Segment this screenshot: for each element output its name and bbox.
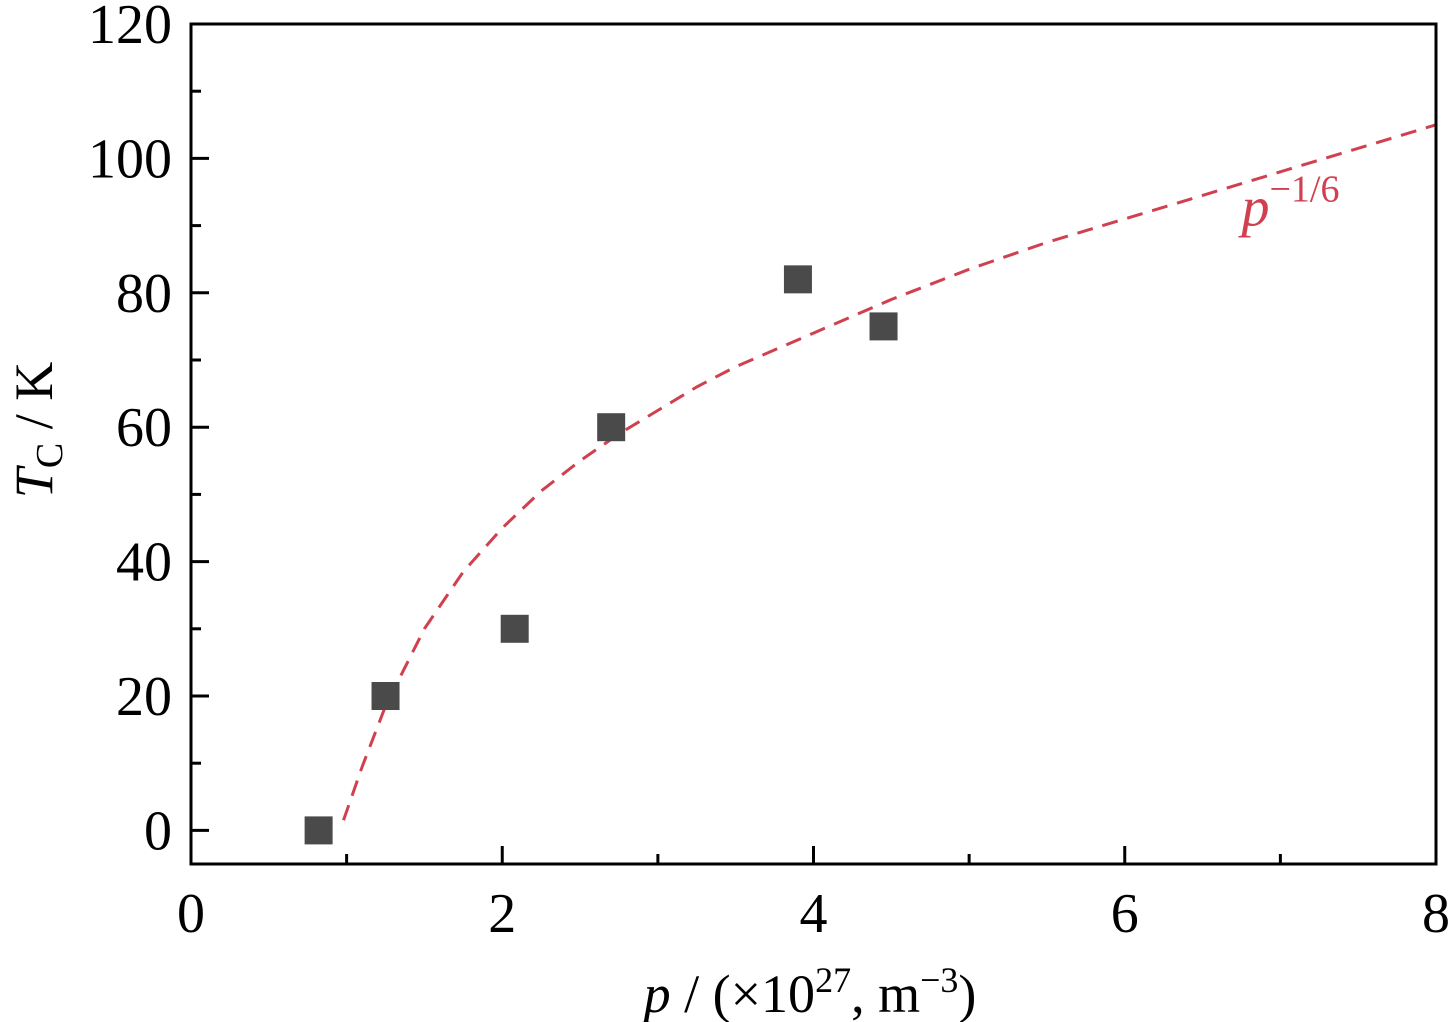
y-tick-label: 80 xyxy=(116,263,172,325)
y-axis-var: T xyxy=(4,464,64,498)
x-axis-post: ) xyxy=(958,964,976,1022)
data-points xyxy=(304,265,898,845)
fit-curve xyxy=(342,123,1437,821)
y-axis-sub: C xyxy=(29,443,71,468)
x-axis-mid: , m xyxy=(851,964,920,1022)
y-axis-unit: / K xyxy=(4,362,64,443)
data-point xyxy=(869,312,898,341)
y-tick-label: 60 xyxy=(116,397,172,459)
data-point xyxy=(371,682,400,710)
y-tick-label: 0 xyxy=(144,800,172,862)
fit-annotation-exponent: −1/6 xyxy=(1270,169,1340,211)
x-tick-label: 4 xyxy=(800,883,828,945)
x-tick-label: 2 xyxy=(488,883,516,945)
x-tick-label: 6 xyxy=(1111,883,1139,945)
y-tick-label: 100 xyxy=(88,128,172,190)
plot-frame xyxy=(189,22,1438,866)
fit-annotation-base: p xyxy=(1238,177,1270,239)
x-tick-label: 8 xyxy=(1422,883,1449,945)
x-axis-pre: / (×10 xyxy=(671,964,815,1022)
y-tick-label: 40 xyxy=(116,532,172,594)
y-tick-label: 120 xyxy=(88,0,172,56)
fit-curve-group xyxy=(342,123,1437,821)
tick-marks xyxy=(189,22,1438,864)
fit-annotation: p−1/6 xyxy=(1238,169,1340,239)
y-axis-label: TC / K xyxy=(4,362,71,498)
x-axis-var: p xyxy=(640,964,671,1022)
data-point xyxy=(597,413,626,442)
data-point xyxy=(783,265,812,294)
data-point xyxy=(500,614,529,643)
x-tick-label: 0 xyxy=(177,883,205,945)
data-point xyxy=(304,816,333,845)
x-axis-label: p / (×1027, m−3) xyxy=(640,960,977,1022)
x-axis-sup: 27 xyxy=(815,960,851,1000)
y-tick-label: 20 xyxy=(116,666,172,728)
x-axis-sup2: −3 xyxy=(920,960,958,1000)
